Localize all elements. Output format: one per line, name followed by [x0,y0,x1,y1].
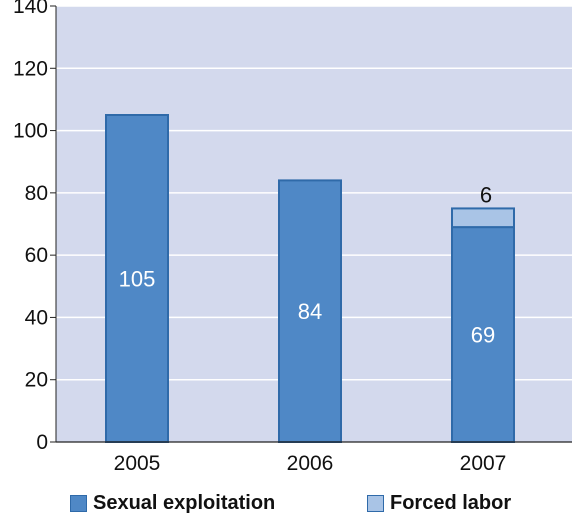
legend-label-sexual-exploitation: Sexual exploitation [93,492,276,514]
data-label-2007-sexual-exploitation: 69 [471,323,495,348]
y-axis: 0 20 40 60 80 100 120 140 [13,0,57,454]
legend-label-forced-labor: Forced labor [390,492,512,514]
y-tick-label-120: 120 [13,57,48,80]
y-tick-label-80: 80 [25,182,48,205]
legend-swatch-forced-labor [367,495,384,512]
x-tick-label-2006: 2006 [287,452,334,475]
legend-item-forced-labor: Forced labor [367,492,511,515]
legend: Sexual exploitation Forced labor [0,484,577,520]
y-tick-label-140: 140 [13,0,48,18]
bar-2005-sexual-exploitation [105,114,169,443]
y-tick-label-60: 60 [25,244,48,267]
bar-2007-forced-labor [451,207,515,229]
data-label-2007-forced-labor: 6 [480,182,492,207]
x-tick-label-2007: 2007 [460,452,507,475]
y-tick-label-100: 100 [13,120,48,143]
y-tick-label-40: 40 [25,306,48,329]
y-tick-label-20: 20 [25,369,48,392]
legend-swatch-sexual-exploitation [70,495,87,512]
legend-item-sexual-exploitation: Sexual exploitation [70,492,275,515]
data-label-2005-sexual-exploitation: 105 [119,267,156,292]
y-tick-label-0: 0 [36,431,48,454]
data-label-2006-sexual-exploitation: 84 [298,299,322,324]
bar-chart: 0 20 40 60 80 100 120 140 105 84 69 6 2005 2006 2007 [13,0,572,475]
x-tick-label-2005: 2005 [114,452,161,475]
x-axis: 2005 2006 2007 [56,441,572,475]
